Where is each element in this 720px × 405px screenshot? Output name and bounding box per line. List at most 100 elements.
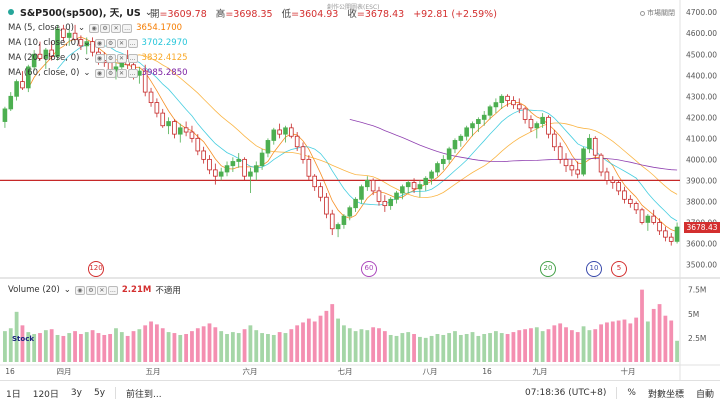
candle-body	[213, 169, 218, 177]
candle-body	[382, 201, 388, 207]
candle-body	[546, 116, 551, 135]
publish-watermark[interactable]: 創作公開圖表(ESC)	[327, 4, 380, 11]
volume-bar	[295, 325, 300, 362]
close-icon[interactable]: ✕	[111, 23, 122, 33]
event-marker[interactable]: 20	[540, 261, 556, 277]
event-marker[interactable]: 10	[586, 261, 602, 277]
ma-controls[interactable]: ◉ ⚙ ✕…	[94, 38, 138, 48]
volume-tick-label: 7.5M	[688, 286, 706, 295]
volume-bar	[154, 324, 159, 362]
goto-button[interactable]: 前往到...	[126, 389, 162, 400]
more-icon[interactable]: …	[127, 68, 138, 78]
chevron-down-icon[interactable]: ⌄	[83, 38, 91, 48]
ma-controls[interactable]: ◉ ⚙ ✕…	[89, 23, 133, 33]
ma-controls[interactable]: ◉ ⚙ ✕…	[94, 53, 138, 63]
log-scale-button[interactable]: 對數坐標	[647, 389, 684, 400]
time-display[interactable]: 07:18:36 (UTC+8)	[524, 388, 607, 398]
close-icon[interactable]: ✕	[116, 38, 127, 48]
ma-label[interactable]: MA (20, close, 0)	[8, 53, 80, 63]
settings-icon[interactable]: ⚙	[85, 285, 96, 295]
settings-icon[interactable]: ⚙	[105, 68, 116, 78]
event-marker[interactable]: 60	[361, 261, 377, 277]
chevron-down-icon[interactable]: ⌄	[78, 23, 86, 33]
candle-body	[177, 127, 183, 135]
settings-icon[interactable]: ⚙	[105, 38, 116, 48]
eye-icon[interactable]: ◉	[74, 285, 85, 295]
eye-icon[interactable]: ◉	[89, 23, 100, 33]
chevron-down-icon[interactable]: ⌄	[144, 6, 153, 18]
price-tick-label: 3500.00	[686, 260, 717, 269]
candle-body	[470, 123, 475, 129]
event-marker[interactable]: 5	[611, 261, 627, 277]
candle-body	[569, 165, 575, 171]
volume-bar	[388, 334, 393, 362]
close-icon[interactable]: ✕	[96, 285, 107, 295]
ma-indicator-row[interactable]: MA (10, close, 0) ⌄ ◉ ⚙ ✕… 3702.2970	[8, 38, 188, 48]
range-1d-button[interactable]: 1日	[6, 389, 21, 400]
volume-bar	[476, 335, 481, 362]
more-icon[interactable]: …	[107, 285, 118, 295]
candle-body	[639, 209, 645, 223]
candle-body	[405, 182, 411, 188]
chart-canvas[interactable]: 4700.00 4600.00 4500.00 4400.00 4300.00 4200.…	[0, 0, 720, 380]
volume-legend[interactable]: Volume (20) ⌄ ◉ ⚙ ✕… 2.21M 不適用	[8, 284, 181, 296]
volume-bar	[49, 329, 54, 362]
eye-icon[interactable]: ◉	[94, 53, 105, 63]
candle-body	[265, 140, 271, 154]
volume-bar	[230, 332, 235, 362]
event-marker[interactable]: 120	[88, 261, 104, 277]
volume-bar	[569, 330, 574, 362]
settings-icon[interactable]: ⚙	[105, 53, 116, 63]
range-5y-button[interactable]: 5y	[93, 388, 106, 398]
low-value: =3604.93	[291, 9, 339, 20]
auto-scale-button[interactable]: 自動	[695, 389, 714, 400]
eye-icon[interactable]: ◉	[94, 38, 105, 48]
volume-bar	[505, 334, 510, 362]
candle-body	[277, 129, 282, 135]
percent-button[interactable]: %	[627, 388, 636, 398]
ma-indicator-row[interactable]: MA (60, close, 0) ⌄ ◉ ⚙ ✕… 3985.2850	[8, 68, 188, 78]
volume-tick-label: 5M	[688, 310, 699, 319]
chevron-down-icon[interactable]: ⌄	[83, 68, 91, 78]
candle-body	[2, 108, 8, 122]
eye-icon[interactable]: ◉	[94, 68, 105, 78]
volume-bar	[236, 333, 241, 362]
more-icon[interactable]: …	[127, 53, 138, 63]
chevron-down-icon[interactable]: ⌄	[63, 285, 71, 295]
volume-bar	[628, 323, 633, 362]
ma-line	[57, 43, 678, 222]
volume-bar	[137, 329, 142, 362]
volume-bar	[394, 335, 399, 362]
volume-bar	[406, 332, 411, 362]
volume-bar	[412, 334, 416, 362]
symbol-title[interactable]: S&P500(sp500), 天, US	[20, 8, 141, 19]
range-3y-button[interactable]: 3y	[70, 388, 82, 398]
close-value: =3678.43	[356, 9, 405, 20]
candle-body	[253, 165, 259, 173]
close-icon[interactable]: ✕	[116, 53, 127, 63]
status-dot-icon	[8, 9, 14, 15]
candle-body	[324, 196, 329, 215]
settings-icon[interactable]: ⚙	[100, 23, 111, 33]
volume-controls[interactable]: ◉ ⚙ ✕…	[74, 285, 118, 295]
price-tick-label: 4400.00	[686, 71, 717, 80]
ma-label[interactable]: MA (5, close, 0)	[8, 23, 74, 33]
ma-controls[interactable]: ◉ ⚙ ✕…	[94, 68, 138, 78]
volume-label[interactable]: Volume (20)	[8, 285, 60, 295]
volume-bar	[178, 334, 183, 362]
candle-body	[440, 158, 446, 164]
chevron-down-icon[interactable]: ⌄	[83, 53, 91, 63]
ma-indicator-row[interactable]: MA (5, close, 0) ⌄ ◉ ⚙ ✕… 3654.1700	[8, 23, 182, 33]
candle-body	[400, 186, 405, 194]
ma-indicator-row[interactable]: MA (20, close, 0) ⌄ ◉ ⚙ ✕… 3832.4125	[8, 53, 188, 63]
more-icon[interactable]: …	[127, 38, 138, 48]
range-120d-button[interactable]: 120日	[32, 389, 59, 400]
close-icon[interactable]: ✕	[116, 68, 127, 78]
more-icon[interactable]: …	[122, 23, 133, 33]
volume-bar	[458, 334, 463, 362]
ma-label[interactable]: MA (60, close, 0)	[8, 68, 80, 78]
candle-body	[84, 41, 90, 47]
ma-label[interactable]: MA (10, close, 0)	[8, 38, 80, 48]
candle-body	[207, 158, 212, 171]
volume-bar	[318, 315, 323, 362]
